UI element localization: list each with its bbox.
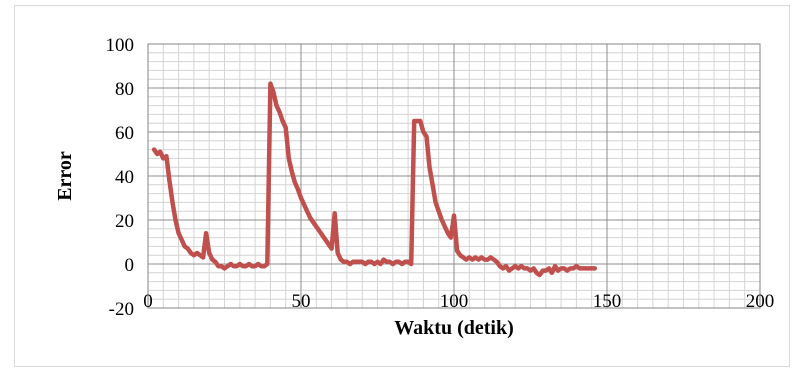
series-line-1 — [151, 81, 598, 278]
y-tick-label: -20 — [109, 299, 134, 320]
x-axis-title: Waktu (detik) — [394, 317, 513, 339]
y-tick-label: 100 — [106, 35, 135, 56]
chart-frame — [14, 5, 790, 367]
y-tick-label: 0 — [125, 255, 135, 276]
y-tick-label: 40 — [115, 167, 134, 188]
x-tick-label: 0 — [143, 291, 153, 312]
y-tick-label: 20 — [115, 211, 134, 232]
x-tick-labels: 0 50 100 150 200 — [143, 291, 774, 312]
y-tick-label: 60 — [115, 123, 134, 144]
plot-area-border — [147, 43, 761, 309]
series-layer — [151, 81, 598, 278]
y-tick-label: 80 — [115, 79, 134, 100]
x-tick-label: 100 — [440, 291, 469, 312]
x-tick-label: 150 — [593, 291, 622, 312]
y-axis-title: Error — [54, 151, 76, 201]
x-tick-label: 50 — [292, 291, 311, 312]
x-tick-label: 200 — [746, 291, 775, 312]
y-tick-labels: -20 0 20 40 60 80 100 — [106, 35, 135, 320]
